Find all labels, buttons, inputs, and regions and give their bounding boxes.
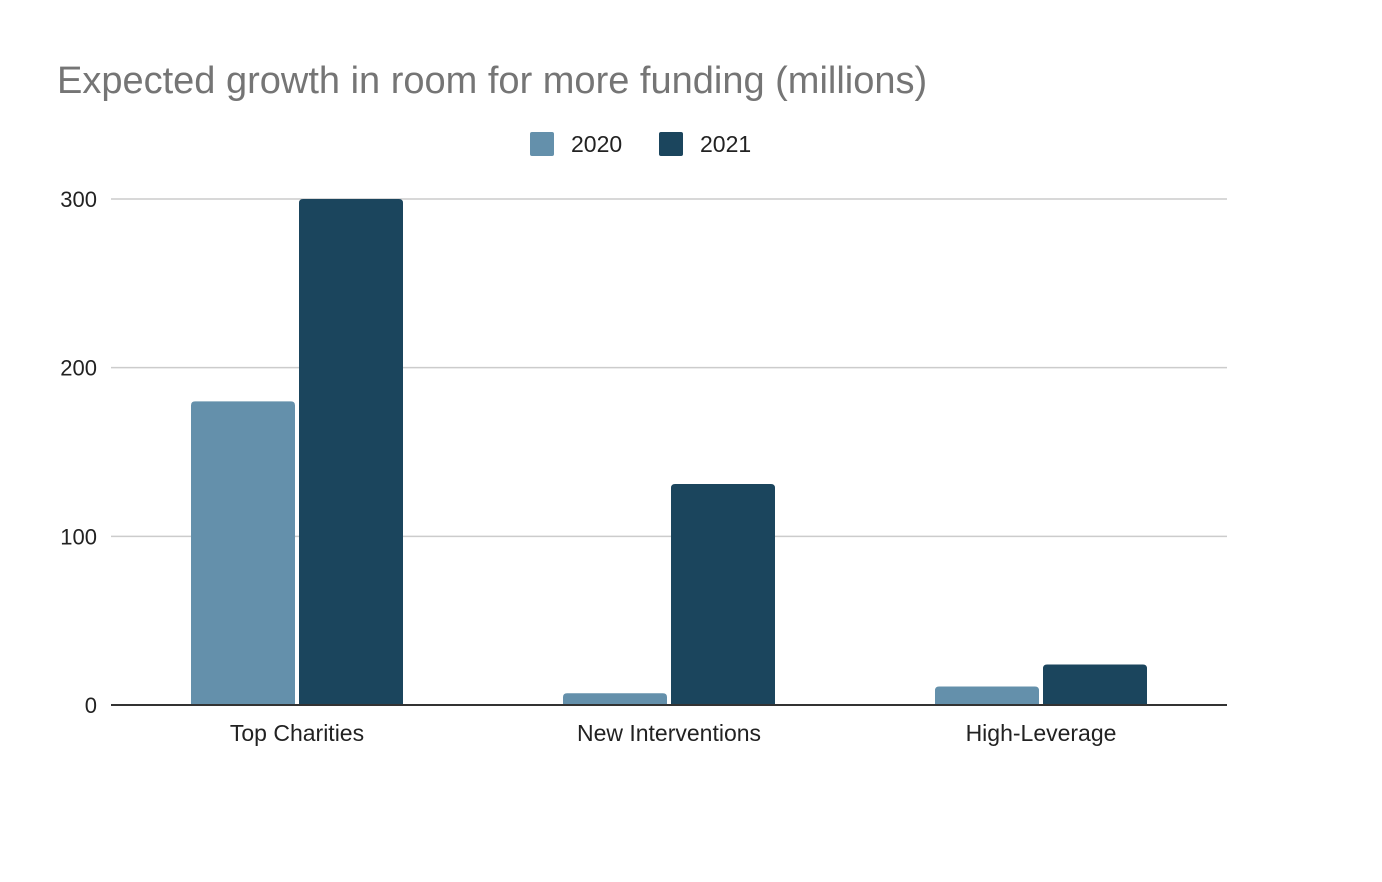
x-axis-categories: Top Charities New Interventions High-Lever… [230, 720, 1117, 746]
bar-2021-high-leverage [1043, 664, 1147, 705]
bars [191, 199, 1147, 705]
legend: 2020 2021 [530, 131, 751, 157]
x-category-label: High-Leverage [966, 720, 1117, 746]
y-tick-label: 100 [60, 524, 97, 549]
legend-label: 2020 [571, 131, 622, 157]
y-axis-ticks: 0 100 200 300 [60, 187, 97, 718]
legend-swatch-2021 [659, 132, 683, 156]
gridlines [111, 198, 1227, 538]
bar-2020-high-leverage [935, 686, 1039, 705]
y-tick-label: 0 [85, 693, 97, 718]
bar-2021-new-interventions [671, 484, 775, 705]
x-category-label: Top Charities [230, 720, 364, 746]
bar-2020-top-charities [191, 401, 295, 705]
legend-swatch-2020 [530, 132, 554, 156]
legend-label: 2021 [700, 131, 751, 157]
bar-2021-top-charities [299, 199, 403, 705]
y-tick-label: 300 [60, 187, 97, 212]
chart-title: Expected growth in room for more funding… [57, 60, 927, 102]
bar-2020-new-interventions [563, 693, 667, 705]
x-category-label: New Interventions [577, 720, 761, 746]
y-tick-label: 200 [60, 356, 97, 381]
